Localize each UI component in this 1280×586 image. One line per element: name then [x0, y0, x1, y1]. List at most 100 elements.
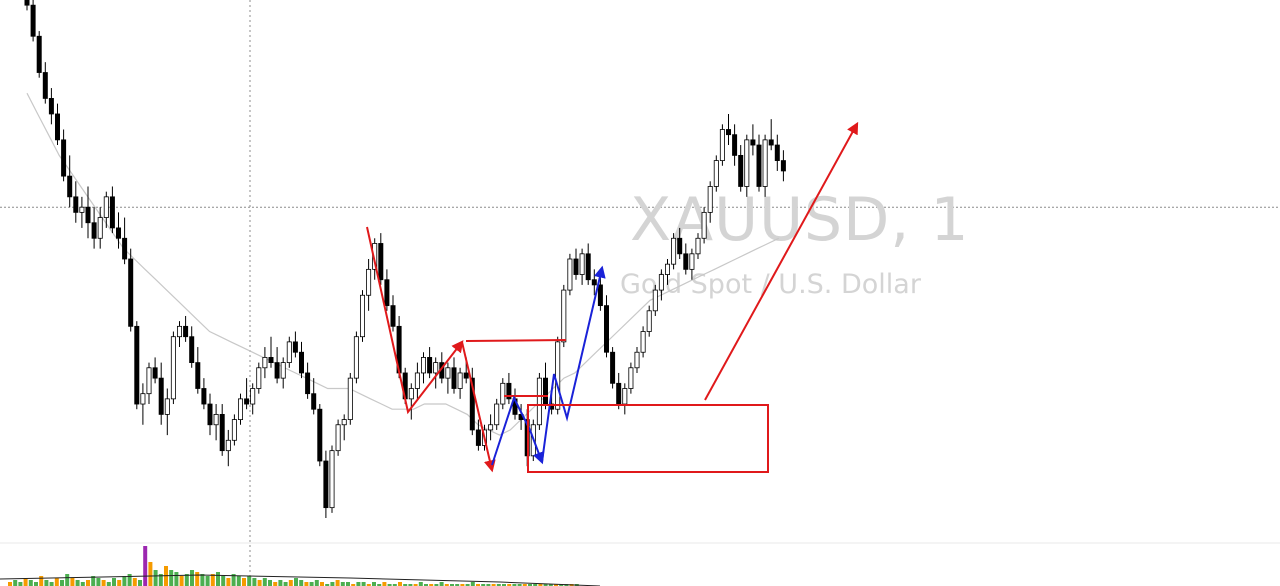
candle [317, 404, 323, 467]
candle [335, 419, 341, 456]
candle-body [164, 398, 170, 415]
volume-bar [127, 574, 132, 586]
volume-bar [138, 580, 142, 586]
volume-bar [70, 578, 75, 586]
candle [48, 88, 54, 125]
candle-body [652, 289, 658, 312]
candle-body [378, 243, 384, 281]
candle [634, 347, 640, 373]
volume-bar [351, 584, 356, 586]
candle-body [225, 439, 231, 452]
candle [780, 150, 786, 182]
candle-body [116, 227, 122, 239]
candle-body [488, 424, 494, 431]
candle [195, 347, 201, 394]
volume-bar [481, 584, 486, 586]
candle-body [445, 367, 451, 379]
candle-body [213, 413, 219, 426]
volume-bar [96, 578, 101, 586]
volume-bar [101, 580, 106, 586]
volume-bar [465, 584, 470, 586]
candle [628, 362, 634, 394]
volume-bar [460, 584, 465, 586]
volume-bar [377, 584, 382, 586]
volume-bar [49, 582, 54, 586]
candle-body [140, 393, 146, 405]
candle-body [506, 382, 512, 400]
candle-body [500, 382, 506, 405]
candle-body [311, 393, 317, 410]
candle [347, 372, 353, 425]
candle [268, 336, 274, 368]
volume-bar [39, 576, 44, 586]
volume-bar [340, 582, 345, 586]
candle-body [762, 139, 768, 187]
candle [231, 414, 237, 446]
annotations-layer[interactable] [366, 121, 859, 473]
candle-body [719, 129, 725, 161]
red-zigzag-down-arrow[interactable] [461, 341, 496, 473]
blue-structure-arrow[interactable] [491, 395, 545, 466]
candle [109, 186, 115, 234]
candle-body [158, 377, 164, 415]
candle [683, 243, 689, 275]
volume-bar [366, 584, 371, 586]
red-resistance-line[interactable] [465, 339, 567, 342]
candle [732, 124, 738, 166]
candle-body [48, 98, 54, 115]
volume-bar [533, 584, 538, 586]
volume-bar [174, 572, 179, 586]
blue-bounce-arrow[interactable] [541, 265, 606, 463]
candle-body [103, 196, 109, 218]
candle-body [555, 341, 561, 410]
volume-bar [554, 584, 558, 586]
candle-body [756, 144, 762, 187]
candle-body [774, 144, 780, 161]
candle [543, 362, 549, 410]
candle [756, 134, 762, 192]
candle [298, 341, 304, 379]
volume-bar [512, 584, 517, 586]
candle [555, 336, 561, 415]
candle [610, 347, 616, 389]
volume-bar [257, 580, 262, 586]
candle [67, 155, 73, 208]
candle-body [262, 357, 268, 369]
volume-bar [226, 578, 231, 586]
volume-bar [408, 584, 413, 586]
volume-bar [28, 580, 33, 586]
candle [128, 248, 134, 332]
candle-body [616, 382, 622, 405]
volume-bar [112, 578, 116, 586]
candle-body [85, 206, 91, 224]
candle [164, 388, 170, 436]
candle [713, 155, 719, 192]
candle [42, 62, 48, 104]
volume-bar [242, 578, 246, 586]
candle-body [24, 0, 30, 6]
candle [103, 191, 109, 228]
candle-body [347, 377, 353, 420]
candle [414, 362, 420, 399]
candle-body [176, 325, 182, 338]
candle [744, 134, 750, 197]
volume-bar [476, 584, 480, 586]
volume-layer [0, 546, 601, 586]
candles-layer [24, 0, 786, 518]
volume-bar [538, 584, 543, 586]
volume-bar [262, 578, 267, 586]
demand-zone-rectangle[interactable] [527, 404, 769, 473]
candle [219, 404, 225, 456]
volume-bar [158, 574, 163, 586]
volume-bar [559, 584, 564, 586]
red-projection-up-arrow[interactable] [704, 121, 859, 401]
candle-body [573, 258, 579, 275]
volume-bar [179, 576, 184, 586]
volume-bar [106, 582, 111, 586]
candle [79, 196, 85, 228]
red-impulse-down-arrow[interactable] [366, 226, 464, 415]
volume-bar [387, 584, 392, 586]
